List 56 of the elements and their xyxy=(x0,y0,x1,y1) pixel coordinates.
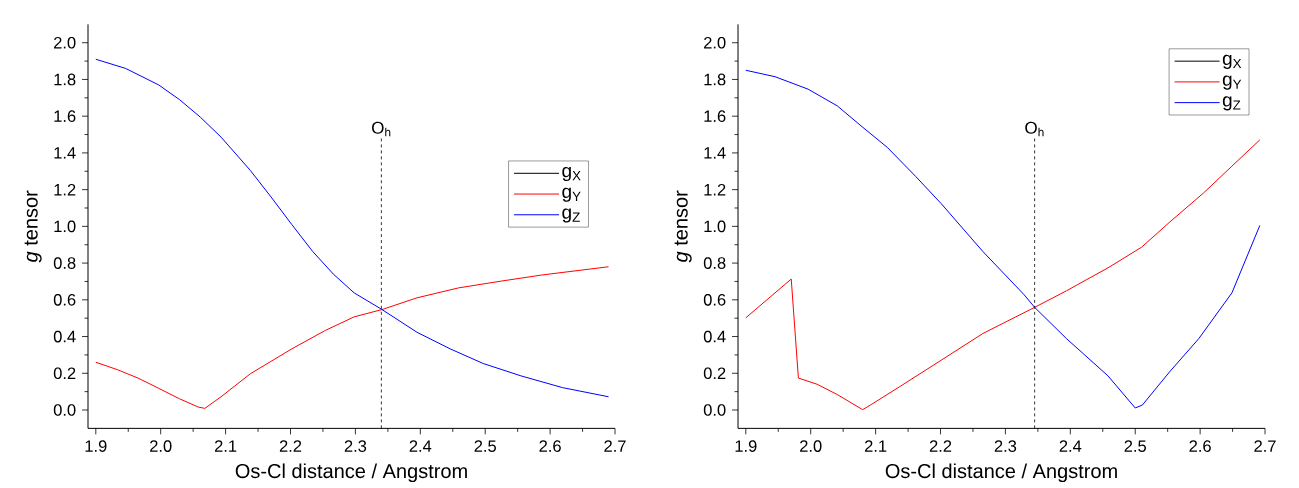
y-tick-label: 1.8 xyxy=(704,73,726,86)
ref-line-label: O$_{h}$ xyxy=(1025,121,1044,137)
y-tick-label: 1.0 xyxy=(704,220,726,233)
y-tick-label: 0.8 xyxy=(703,257,726,270)
x-tick-label: 2.0 xyxy=(800,440,822,453)
x-tick-label: 2.1 xyxy=(864,440,887,452)
y-tick-label: 2.0 xyxy=(54,37,76,49)
y-tick-label: 1.6 xyxy=(54,110,76,123)
legend-label: g$_{X}$ xyxy=(1222,54,1242,70)
legend-label: g$_{X}$ xyxy=(562,167,581,182)
y-tick-label: 1.4 xyxy=(54,147,76,159)
x-tick-label: 2.2 xyxy=(279,440,302,452)
y-tick-label: 1.0 xyxy=(54,220,76,233)
line-series xyxy=(745,139,1261,411)
x-tick-label: 2.3 xyxy=(994,440,1017,453)
y-tick-label: 1.6 xyxy=(704,110,726,123)
y-axis-title: g tensor xyxy=(24,190,42,263)
x-tick-label: 1.9 xyxy=(735,440,757,453)
y-tick-label: 1.8 xyxy=(54,73,76,86)
x-tick-label: 2.5 xyxy=(1124,440,1146,453)
y-tick-label: 2.0 xyxy=(704,37,726,49)
x-tick-label: 1.9 xyxy=(85,440,107,453)
y-axis-title: g tensor xyxy=(674,190,692,263)
y-tick-label: 0.6 xyxy=(53,294,76,306)
x-tick-label: 2.5 xyxy=(474,440,496,453)
y-tick-label: 0.2 xyxy=(703,367,726,380)
x-tick-label: 2.1 xyxy=(214,440,237,452)
x-tick-label: 2.6 xyxy=(539,440,561,453)
x-tick-label: 2.6 xyxy=(1189,440,1211,453)
y-tick-label: 0.4 xyxy=(703,330,726,343)
x-tick-label: 2.7 xyxy=(604,440,626,452)
ref-line-label: O$_{h}$ xyxy=(372,121,391,137)
x-tick-label: 2.7 xyxy=(1254,440,1276,452)
y-tick-label: 1.2 xyxy=(704,184,726,196)
y-tick-label: 0.4 xyxy=(53,330,76,343)
y-tick-label: 0.8 xyxy=(53,257,76,270)
x-tick-label: 2.4 xyxy=(409,440,432,452)
x-tick-label: 2.4 xyxy=(1059,440,1082,452)
legend-label: g$_{Y}$ xyxy=(562,187,581,202)
line-series xyxy=(745,69,1261,409)
x-axis-title: Os-Cl distance / Angstrom xyxy=(885,463,1117,483)
x-tick-label: 2.3 xyxy=(344,440,367,453)
legend-label: g$_{Z}$ xyxy=(1222,96,1241,111)
y-tick-label: 0.6 xyxy=(703,294,726,306)
x-tick-label: 2.2 xyxy=(929,440,952,452)
line-series xyxy=(95,266,610,409)
y-tick-label: 1.2 xyxy=(54,184,76,196)
y-tick-label: 0.0 xyxy=(53,404,76,416)
x-axis-title: Os-Cl distance / Angstrom xyxy=(235,463,467,483)
y-tick-label: 1.4 xyxy=(704,147,726,159)
legend-label: g$_{Z}$ xyxy=(562,208,580,223)
x-tick-label: 2.0 xyxy=(150,440,172,453)
y-tick-label: 0.2 xyxy=(53,367,76,380)
y-tick-label: 0.0 xyxy=(703,404,726,416)
line-series xyxy=(95,58,610,398)
legend-label: g$_{Y}$ xyxy=(1222,75,1242,90)
